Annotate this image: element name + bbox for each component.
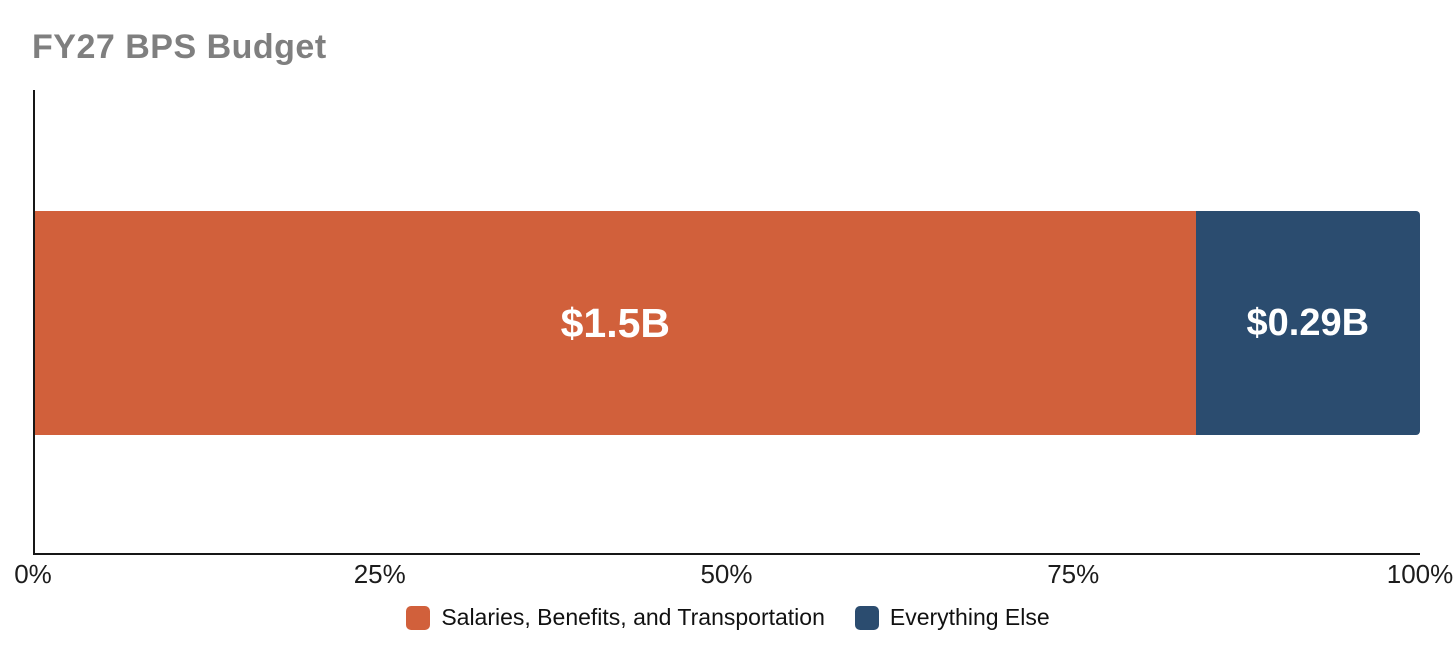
x-axis: 0% 25% 50% 75% 100% — [14, 559, 1453, 591]
legend-swatch-blue-icon — [854, 605, 879, 630]
x-tick-label-25: 25% — [353, 559, 406, 589]
legend-item-everything-else[interactable]: Everything Else — [854, 604, 1050, 631]
plot-area: $1.5B $0.29B — [33, 90, 1420, 555]
legend-swatch-orange-icon — [406, 605, 431, 630]
legend-label-everything-else: Everything Else — [889, 604, 1050, 630]
legend: Salaries, Benefits, and Transportation E… — [0, 604, 1456, 631]
legend-item-salaries-benefits-transportation[interactable]: Salaries, Benefits, and Transportation — [406, 604, 825, 631]
x-tick-label-100: 100% — [1386, 559, 1454, 589]
bar-segment-everything-else[interactable]: $0.29B — [1195, 211, 1420, 435]
data-label-everything-else: $0.29B — [1246, 301, 1370, 344]
x-tick-label-75: 75% — [1047, 559, 1100, 589]
bar-segment-salaries-benefits-transportation[interactable]: $1.5B — [35, 211, 1196, 435]
x-tick-label-0: 0% — [14, 559, 52, 589]
x-tick-label-50: 50% — [700, 559, 753, 589]
data-label-salaries-benefits-transportation: $1.5B — [560, 299, 671, 346]
legend-label-salaries-benefits-transportation: Salaries, Benefits, and Transportation — [441, 604, 825, 630]
stacked-bar: $1.5B $0.29B — [35, 211, 1420, 435]
chart-title: FY27 BPS Budget — [32, 28, 327, 66]
